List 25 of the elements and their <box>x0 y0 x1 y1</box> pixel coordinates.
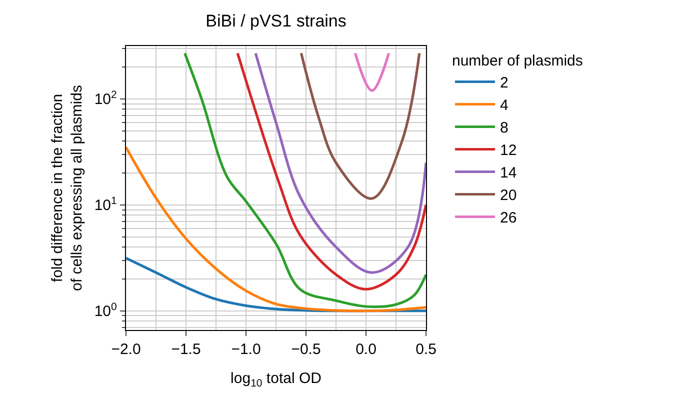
legend-label: 14 <box>500 164 517 182</box>
x-tick-label: −1.5 <box>171 341 201 358</box>
line-series <box>254 52 426 274</box>
x-tick-label: −2.0 <box>111 341 141 358</box>
y-tick-label: 10$^{0}$ <box>94 300 118 320</box>
x-tick-label: −0.5 <box>291 341 321 358</box>
legend-label: 2 <box>500 74 508 92</box>
x-tick-label: −1.0 <box>231 341 261 358</box>
legend-label: 12 <box>500 142 517 160</box>
legend-label: 8 <box>500 120 508 137</box>
y-tick-label: 10$^{2}$ <box>94 88 118 108</box>
legend-label: 26 <box>500 210 517 227</box>
line-series <box>300 52 421 200</box>
line-series <box>126 146 426 312</box>
legend-label: 4 <box>500 97 508 114</box>
x-tick-label: 0.5 <box>416 341 436 358</box>
legend-label: 20 <box>500 187 517 204</box>
x-tick-label: 0.0 <box>356 341 376 358</box>
y-tick-label: 10$^{1}$ <box>94 194 118 214</box>
legend-title: number of plasmids <box>452 52 583 70</box>
line-series <box>236 52 426 291</box>
chart-title: BiBi / pVS1 strains <box>206 11 346 30</box>
line-series <box>184 52 426 308</box>
y-axis-title: fold difference in the fraction of cells expressing all plasmids <box>49 85 86 291</box>
x-axis-title: log$_{10}$ total OD <box>230 370 322 390</box>
